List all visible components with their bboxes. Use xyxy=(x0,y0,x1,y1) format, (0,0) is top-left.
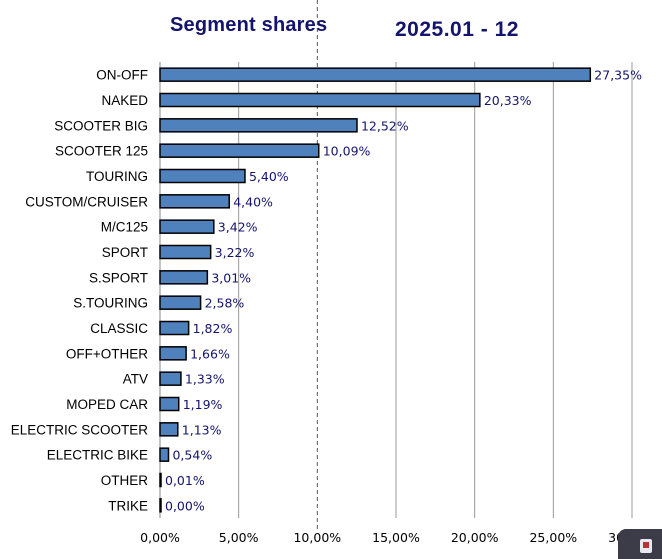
bar xyxy=(159,320,190,336)
bar xyxy=(159,168,246,184)
value-label: 4,40% xyxy=(233,194,273,209)
bar xyxy=(159,92,481,108)
bar xyxy=(159,498,162,513)
category-label: S.TOURING xyxy=(73,296,148,311)
category-label: ON-OFF xyxy=(96,68,148,83)
category-label: ATV xyxy=(123,372,148,387)
value-label: 1,82% xyxy=(193,321,233,336)
bar xyxy=(159,346,187,361)
bar xyxy=(159,118,358,133)
value-label: 3,42% xyxy=(218,220,258,235)
bar xyxy=(159,447,170,462)
labels-layer: 0,00%5,00%10,00%15,00%20,00%25,00%30,00%… xyxy=(11,68,656,545)
category-label: MOPED CAR xyxy=(66,397,148,412)
value-label: 20,33% xyxy=(484,93,532,108)
bar xyxy=(159,422,179,437)
category-label: M/C125 xyxy=(101,220,148,235)
bar xyxy=(159,295,202,310)
category-label: ELECTRIC SCOOTER xyxy=(11,422,149,437)
value-label: 1,19% xyxy=(183,397,223,412)
bar xyxy=(159,472,162,488)
bar xyxy=(159,371,182,386)
category-label: TRIKE xyxy=(108,498,148,513)
category-label: SCOOTER 125 xyxy=(55,144,148,159)
value-label: 1,33% xyxy=(185,372,225,387)
x-tick-label: 20,00% xyxy=(451,530,499,545)
category-label: ELECTRIC BIKE xyxy=(47,448,148,463)
bars-layer xyxy=(159,67,592,513)
category-label: OFF+OTHER xyxy=(66,346,148,361)
value-label: 0,54% xyxy=(172,448,212,463)
value-label: 1,66% xyxy=(190,346,230,361)
bar xyxy=(159,143,320,158)
bar xyxy=(159,244,212,260)
category-label: NAKED xyxy=(101,93,148,108)
category-label: TOURING xyxy=(86,169,148,184)
calendar-icon xyxy=(640,539,652,553)
category-label: CLASSIC xyxy=(90,321,148,336)
value-label: 5,40% xyxy=(249,169,289,184)
bar xyxy=(159,219,215,234)
x-tick-label: 15,00% xyxy=(372,530,420,545)
value-label: 3,01% xyxy=(211,270,251,285)
category-label: OTHER xyxy=(101,473,149,488)
x-tick-label: 5,00% xyxy=(219,530,259,545)
category-label: S.SPORT xyxy=(89,270,148,285)
x-tick-label: 0,00% xyxy=(140,530,180,545)
chart-title: Segment shares xyxy=(170,14,328,36)
bar xyxy=(159,67,592,82)
value-label: 0,01% xyxy=(165,473,205,488)
category-label: SPORT xyxy=(102,245,148,260)
value-label: 12,52% xyxy=(361,118,409,133)
x-tick-label: 10,00% xyxy=(293,530,341,545)
bar xyxy=(159,270,209,285)
value-label: 2,58% xyxy=(205,296,245,311)
value-label: 27,35% xyxy=(594,68,642,83)
bar xyxy=(159,194,230,209)
category-label: SCOOTER BIG xyxy=(54,118,148,133)
chart-period: 2025.01 - 12 xyxy=(395,18,519,41)
grid-layer xyxy=(159,0,633,530)
bar xyxy=(159,396,180,412)
value-label: 3,22% xyxy=(215,245,255,260)
value-label: 1,13% xyxy=(182,422,222,437)
category-label: CUSTOM/CRUISER xyxy=(25,194,148,209)
corner-widget[interactable] xyxy=(618,529,662,559)
x-tick-label: 25,00% xyxy=(529,530,577,545)
value-label: 10,09% xyxy=(323,144,371,159)
value-label: 0,00% xyxy=(165,498,205,513)
